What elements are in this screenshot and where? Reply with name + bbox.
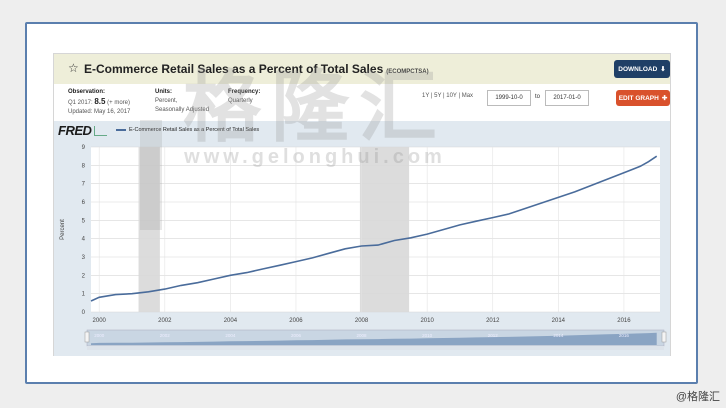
series-title: E-Commerce Retail Sales as a Percent of …	[84, 62, 429, 76]
download-icon: ⬇	[660, 66, 666, 73]
navigator-handle-left[interactable]	[84, 331, 90, 343]
units-block: Units: Percent, Seasonally Adjusted	[155, 88, 209, 115]
x-tick-label-2000: 2000	[93, 318, 107, 324]
navigator-area	[91, 332, 657, 345]
observation-value: 8.5	[94, 97, 106, 106]
x-tick-label-2014: 2014	[552, 318, 566, 324]
y-tick-label-6: 6	[82, 200, 86, 206]
x-tick-label-2010: 2010	[420, 318, 434, 324]
x-tick-label-2004: 2004	[224, 318, 238, 324]
frequency-label: Frequency:	[228, 89, 261, 95]
y-tick-label-4: 4	[82, 237, 86, 243]
y-tick-label-5: 5	[82, 218, 86, 224]
range-presets[interactable]: 1Y | 5Y | 10Y | Max	[422, 93, 474, 99]
star-outline-icon[interactable]: ☆	[68, 61, 79, 75]
navigator-tick-2016: 2016	[619, 333, 630, 338]
to-label: to	[535, 94, 541, 100]
x-tick-label-2008: 2008	[355, 318, 369, 324]
observation-period: Q1 2017:	[68, 100, 93, 106]
end-date-input[interactable]: 2017-01-0	[545, 90, 589, 106]
x-tick-label-2016: 2016	[617, 318, 631, 324]
navigator-tick-2010: 2010	[422, 333, 433, 338]
edit-graph-label: EDIT GRAPH	[618, 94, 659, 102]
x-tick-label-2002: 2002	[158, 318, 172, 324]
frequency-block: Frequency: Quarterly	[228, 88, 260, 106]
y-tick-label-3: 3	[82, 255, 86, 261]
x-tick-label-2006: 2006	[289, 318, 303, 324]
y-tick-label-7: 7	[82, 182, 86, 188]
edit-graph-button[interactable]: EDIT GRAPH ✚	[616, 90, 670, 106]
y-tick-label-9: 9	[82, 145, 86, 151]
navigator-tick-2002: 2002	[160, 333, 171, 338]
units-line2: Seasonally Adjusted	[155, 107, 210, 113]
updated-date: Updated: May 16, 2017	[68, 109, 131, 115]
title-bar: ☆ E-Commerce Retail Sales as a Percent o…	[54, 54, 670, 84]
y-tick-label-2: 2	[82, 273, 86, 279]
y-tick-label-0: 0	[82, 310, 86, 316]
y-tick-label-8: 8	[82, 163, 86, 169]
navigator-tick-2004: 2004	[225, 333, 236, 338]
gear-icon: ✚	[661, 95, 668, 102]
series-line	[90, 155, 658, 302]
navigator-tick-2000: 2000	[94, 333, 105, 338]
series-code: (ECOMPCTSA)	[386, 69, 429, 75]
corner-watermark: @格隆汇	[675, 391, 720, 403]
navigator-tick-2014: 2014	[553, 333, 564, 338]
download-label: DOWNLOAD	[618, 65, 658, 73]
y-axis-label: Percent	[60, 219, 66, 240]
series-title-text: E-Commerce Retail Sales as a Percent of …	[84, 62, 384, 76]
fred-graph-panel: ☆ E-Commerce Retail Sales as a Percent o…	[53, 53, 671, 356]
download-button[interactable]: DOWNLOAD ⬇	[614, 60, 670, 78]
observation-more-link[interactable]: (+ more)	[107, 100, 130, 106]
chart-legend: E-Commerce Retail Sales as a Percent of …	[116, 127, 259, 133]
start-date-input[interactable]: 1999-10-0	[487, 90, 531, 106]
y-tick-label-1: 1	[82, 292, 86, 298]
legend-label: E-Commerce Retail Sales as a Percent of …	[129, 127, 260, 133]
fred-logo: FRED	[58, 123, 92, 138]
recession-band-1	[359, 147, 410, 312]
navigator-tick-2012: 2012	[488, 333, 499, 338]
recession-band-0	[138, 147, 160, 312]
x-tick-label-2012: 2012	[486, 318, 500, 324]
navigator-scrollbar	[87, 346, 664, 350]
legend-swatch	[116, 129, 126, 131]
navigator-tick-2006: 2006	[291, 333, 302, 338]
chart-area: FRED E-Commerce Retail Sales as a Percen…	[54, 121, 670, 356]
frequency-value: Quarterly	[228, 98, 253, 104]
units-label: Units:	[155, 89, 172, 95]
navigator-tick-2008: 2008	[357, 333, 368, 338]
units-line1: Percent,	[155, 98, 178, 104]
fred-chart-icon	[94, 126, 107, 136]
observation-block: Observation: Q1 2017: 8.5 (+ more) Updat…	[68, 88, 130, 117]
line-chart[interactable]: 0 1 2 3 4 5 6 7 8 9 2000 2002 2004 2006 2008 2010 2012 20…	[54, 121, 670, 356]
navigator-handle-right[interactable]	[661, 331, 667, 343]
watermark-bar	[140, 120, 162, 230]
observation-label: Observation:	[68, 89, 106, 95]
